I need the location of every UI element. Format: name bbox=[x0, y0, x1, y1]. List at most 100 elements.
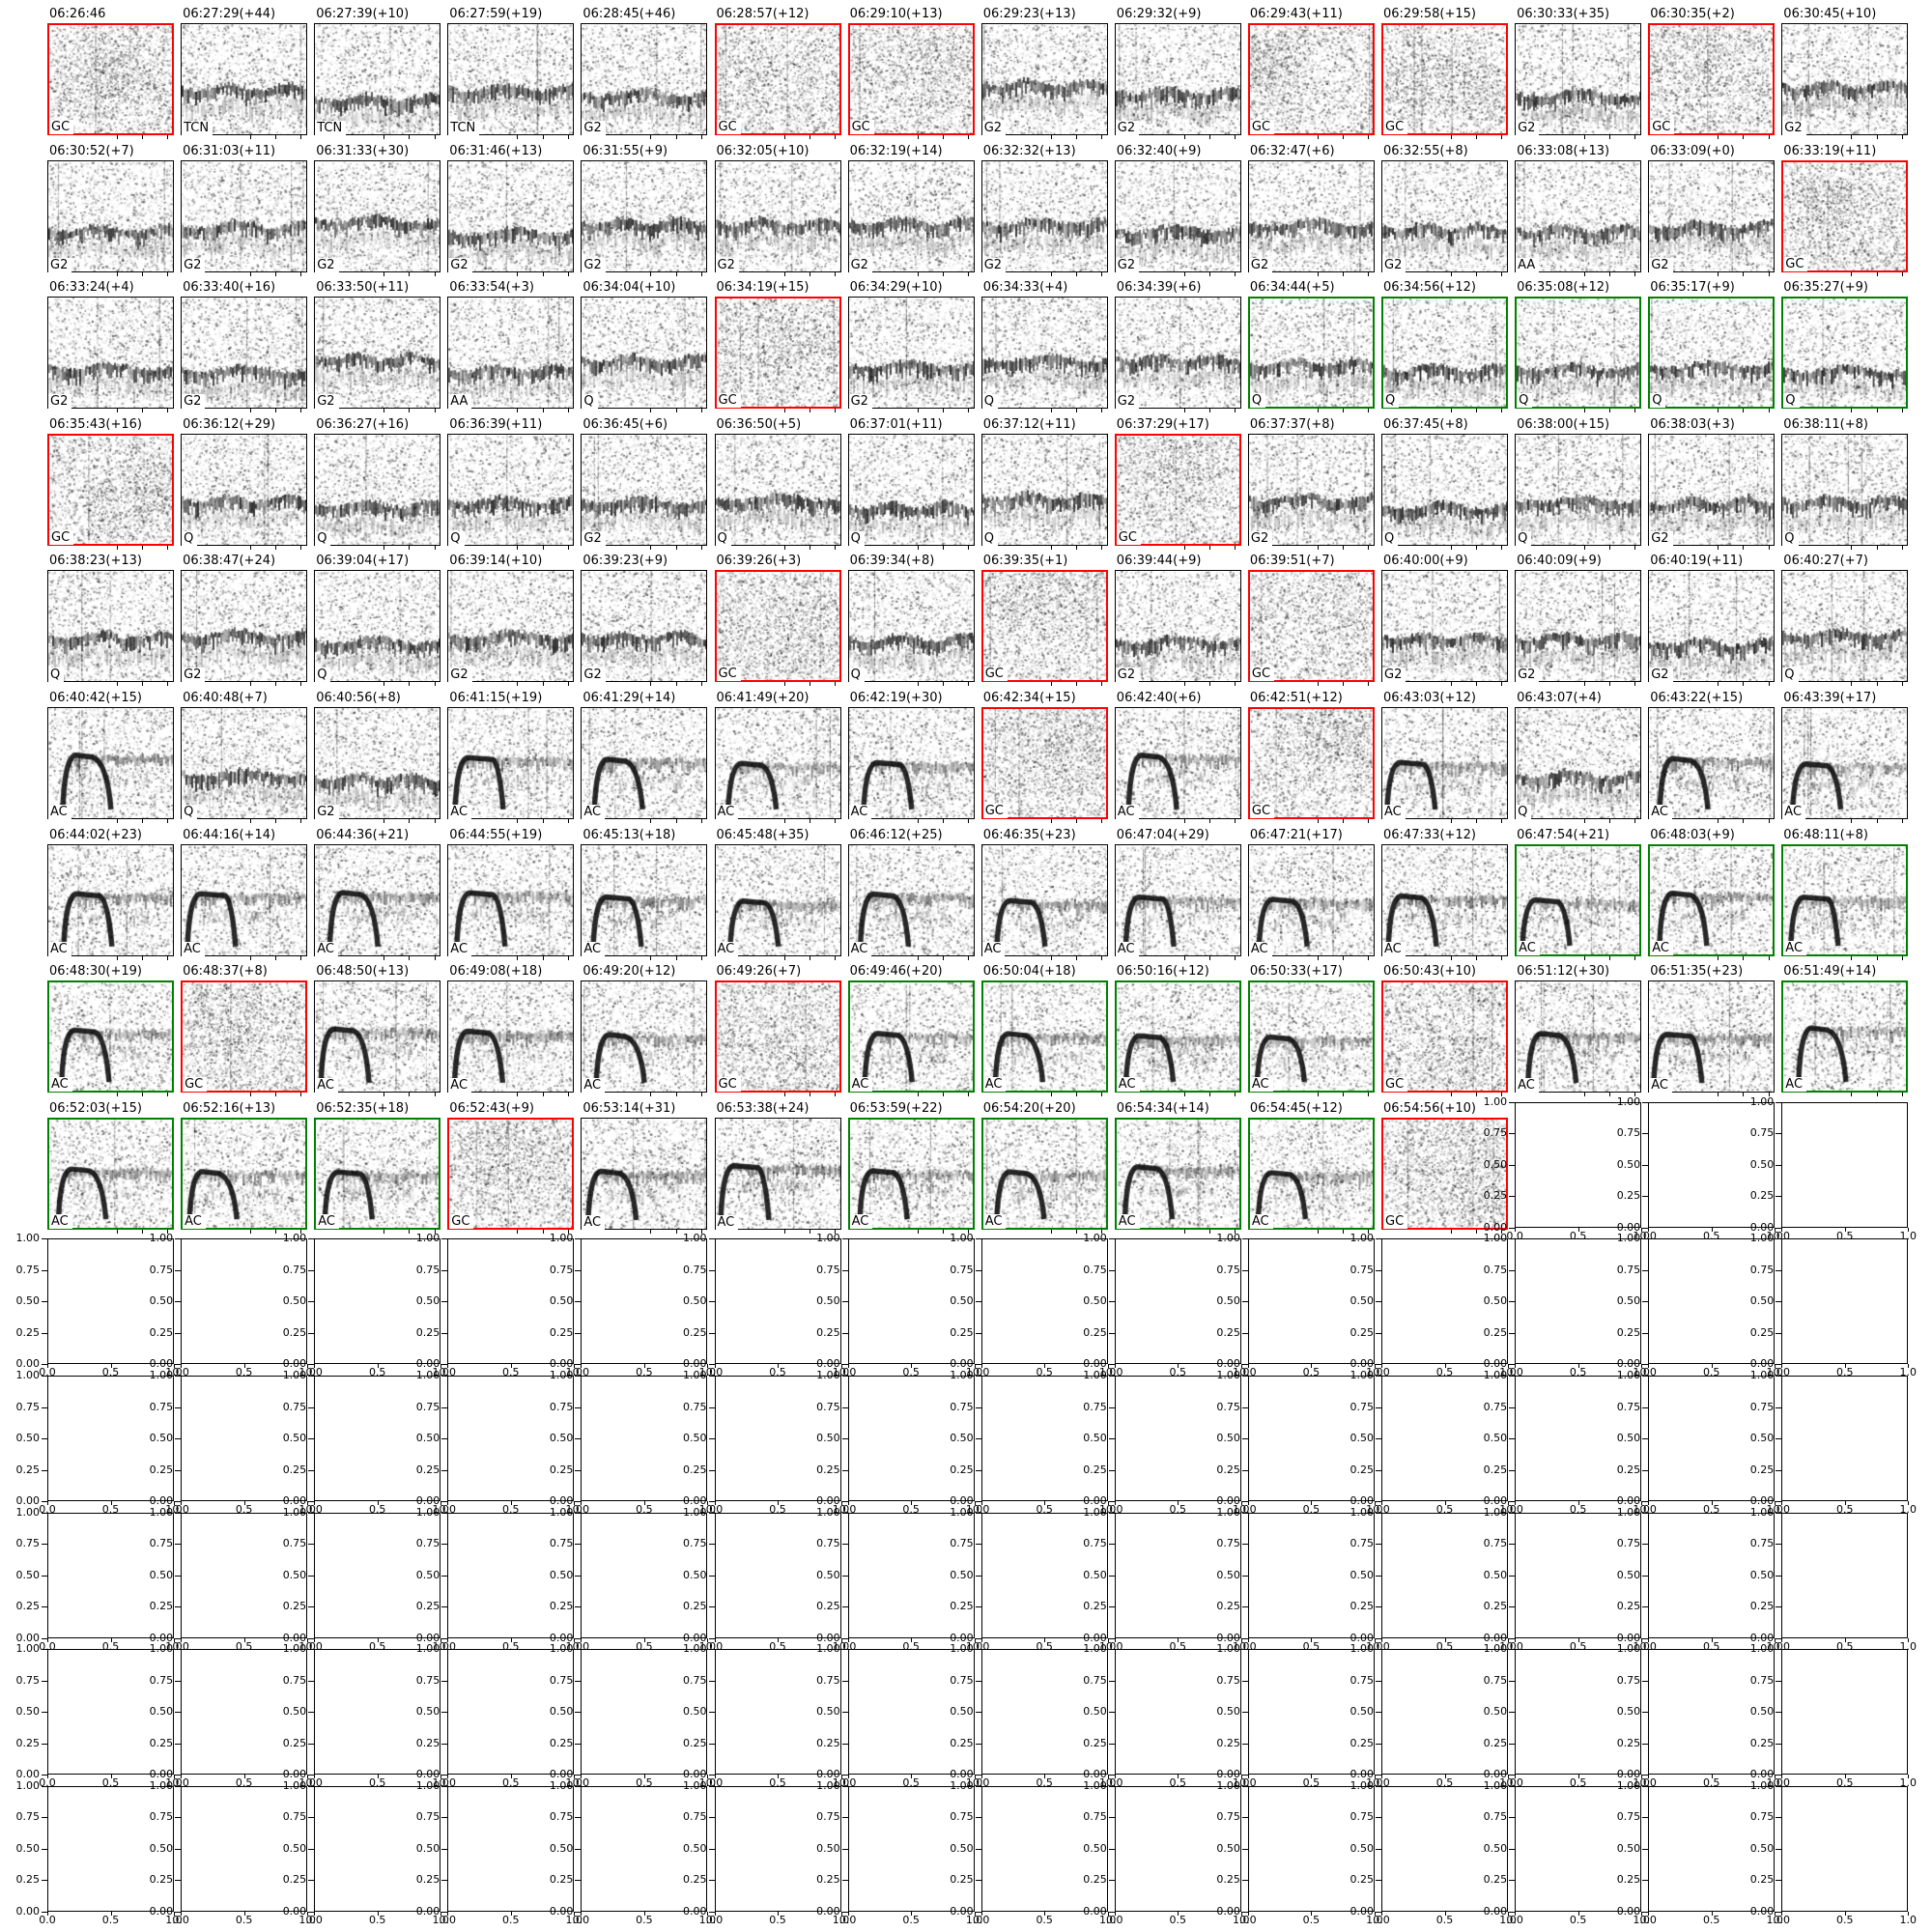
spectrogram-panel: 06:37:37(+8) G2 bbox=[1247, 416, 1375, 554]
x-tick-label: 0.0 bbox=[972, 1913, 990, 1926]
x-tick-mark bbox=[1311, 1364, 1313, 1369]
panel-border-box: AC bbox=[447, 980, 575, 1094]
x-tick-mark bbox=[243, 1501, 245, 1505]
y-tick-label: 0.25 bbox=[1483, 1463, 1508, 1476]
spectrogram-image bbox=[1249, 982, 1373, 1092]
panel-border-box: GC bbox=[1381, 980, 1508, 1094]
y-tick-label: 1.00 bbox=[415, 1778, 440, 1792]
x-tick-mark bbox=[834, 1229, 836, 1234]
x-tick-label: 0.0 bbox=[1239, 1503, 1257, 1516]
x-tick-label: 1.0 bbox=[1899, 1503, 1918, 1516]
y-tick-mark bbox=[708, 1743, 715, 1745]
x-tick-mark bbox=[1718, 1093, 1719, 1097]
x-tick-mark bbox=[409, 682, 411, 687]
panel-title: 06:53:14(+31) bbox=[582, 1100, 676, 1116]
x-tick-label: 0.5 bbox=[636, 1503, 653, 1516]
spectrogram-panel: 06:37:12(+11) Q bbox=[980, 416, 1108, 554]
x-tick-mark bbox=[1075, 955, 1077, 960]
spectrogram-panel: 06:34:33(+4) Q bbox=[980, 279, 1108, 416]
x-tick-mark bbox=[1451, 1093, 1453, 1097]
x-tick-mark bbox=[567, 682, 569, 687]
x-tick-mark bbox=[1311, 1775, 1313, 1779]
panel-class-label: AC bbox=[582, 1214, 606, 1230]
y-tick-mark bbox=[708, 1438, 715, 1439]
x-tick-mark bbox=[1609, 409, 1611, 413]
x-tick-mark bbox=[1648, 1911, 1650, 1916]
empty-axes-box bbox=[181, 1376, 308, 1501]
x-tick-mark bbox=[1908, 1227, 1910, 1232]
empty-axes-box bbox=[714, 1512, 841, 1638]
x-tick-mark bbox=[377, 1501, 379, 1505]
panel-title: 06:39:26(+3) bbox=[716, 554, 802, 569]
x-tick-mark bbox=[1781, 1501, 1783, 1505]
x-tick-mark bbox=[117, 271, 119, 276]
y-tick-mark bbox=[1108, 1743, 1115, 1745]
panel-class-label: G2 bbox=[582, 668, 606, 683]
y-tick-label: 0.00 bbox=[1616, 1357, 1641, 1371]
panel-border-box: AA bbox=[447, 297, 575, 410]
y-tick-label: 0.00 bbox=[1749, 1220, 1775, 1234]
y-tick-mark bbox=[1108, 1438, 1115, 1439]
y-tick-label: 0.25 bbox=[950, 1325, 974, 1339]
y-tick-mark bbox=[975, 1606, 981, 1608]
x-tick-mark bbox=[980, 1911, 982, 1916]
y-tick-label: 0.25 bbox=[950, 1463, 974, 1476]
spectrogram-panel: 06:33:54(+3) AA bbox=[447, 279, 575, 416]
x-tick-mark bbox=[1235, 1093, 1236, 1097]
panel-border-box: GC bbox=[1381, 1117, 1508, 1230]
x-tick-mark bbox=[1317, 682, 1319, 687]
y-tick-label: 0.50 bbox=[950, 1568, 974, 1581]
spectrogram-image bbox=[49, 435, 172, 544]
spectrogram-image bbox=[848, 708, 974, 818]
panel-border-box: AC bbox=[714, 1117, 841, 1230]
x-tick-label: 0.0 bbox=[838, 1913, 857, 1926]
x-tick-mark bbox=[675, 271, 677, 276]
y-tick-label: 0.75 bbox=[1350, 1263, 1375, 1276]
x-tick-mark bbox=[1050, 1093, 1052, 1097]
x-tick-mark bbox=[1444, 1501, 1446, 1505]
x-tick-label: 0.5 bbox=[1036, 1503, 1053, 1516]
y-tick-mark bbox=[1776, 1332, 1782, 1334]
x-tick-mark bbox=[1634, 819, 1636, 823]
panel-class-label: G2 bbox=[848, 257, 872, 272]
y-tick-label: 0.00 bbox=[683, 1494, 707, 1507]
y-tick-mark bbox=[1642, 1133, 1649, 1135]
panel-title: 06:40:19(+11) bbox=[1650, 554, 1744, 569]
panel-title: 06:29:23(+13) bbox=[982, 7, 1076, 21]
spectrogram-image bbox=[448, 24, 574, 134]
panel-border-box: GC bbox=[1114, 433, 1241, 546]
x-tick-mark bbox=[1374, 1364, 1376, 1369]
x-tick-mark bbox=[1781, 1637, 1783, 1642]
spectrogram-image bbox=[848, 434, 974, 545]
panel-class-label: AA bbox=[448, 394, 472, 410]
x-tick-label: 0.0 bbox=[1639, 1913, 1657, 1926]
x-tick-mark bbox=[1209, 1093, 1211, 1097]
y-tick-mark bbox=[708, 1575, 715, 1577]
y-tick-mark bbox=[708, 1544, 715, 1546]
x-tick-mark bbox=[1501, 1229, 1503, 1234]
spectrogram-panel: 06:31:55(+9) G2 bbox=[581, 143, 708, 280]
y-tick-mark bbox=[1509, 1164, 1516, 1166]
x-tick-mark bbox=[1851, 409, 1853, 413]
x-tick-mark bbox=[1634, 135, 1636, 139]
panel-class-label: AC bbox=[448, 941, 472, 956]
x-tick-mark bbox=[1476, 271, 1478, 276]
y-tick-mark bbox=[1509, 1101, 1516, 1103]
x-tick-label: 0.5 bbox=[101, 1503, 120, 1516]
y-tick-label: 0.50 bbox=[816, 1568, 840, 1581]
y-tick-mark bbox=[308, 1364, 315, 1366]
x-tick-mark bbox=[1114, 1637, 1116, 1642]
panel-border-box: GC bbox=[1381, 23, 1508, 135]
x-tick-mark bbox=[1775, 1364, 1776, 1369]
y-tick-label: 1.00 bbox=[1749, 1642, 1775, 1656]
x-tick-mark bbox=[1634, 545, 1636, 550]
spectrogram-image bbox=[1383, 298, 1506, 408]
y-tick-label: 0.25 bbox=[1749, 1325, 1775, 1339]
spectrogram-image bbox=[1782, 571, 1908, 682]
y-tick-mark bbox=[175, 1406, 182, 1408]
x-tick-label: 1.0 bbox=[1633, 1366, 1650, 1379]
panel-title: 06:49:20(+12) bbox=[582, 964, 676, 980]
x-tick-mark bbox=[275, 1229, 277, 1234]
y-tick-mark bbox=[1108, 1649, 1115, 1651]
x-tick-label: 0.5 bbox=[1169, 1503, 1187, 1516]
